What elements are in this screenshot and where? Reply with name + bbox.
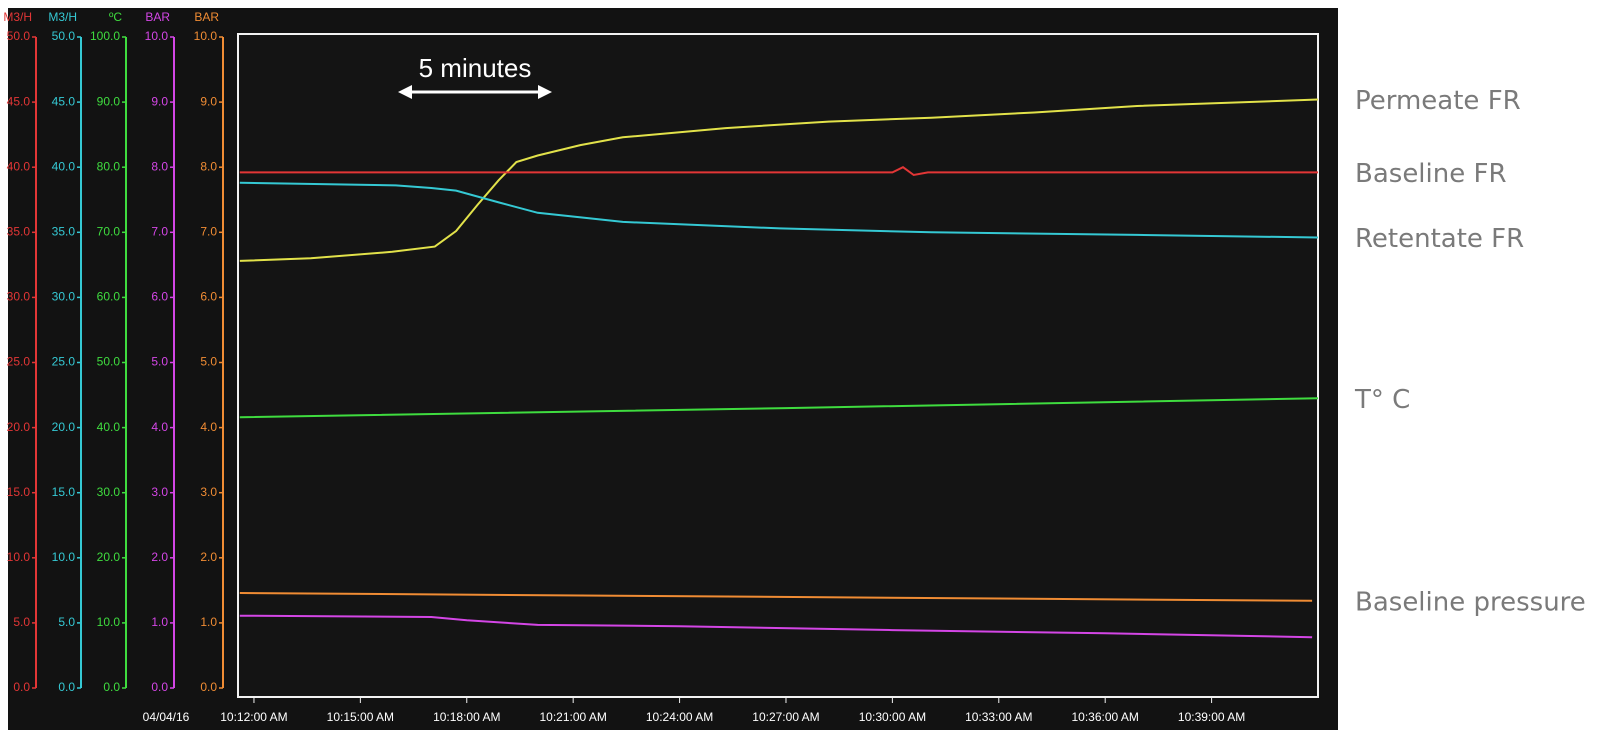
y-tick-label: 25.0: [52, 355, 76, 369]
y-tick-label: 0.0: [200, 680, 217, 694]
annotation: 5 minutes: [419, 53, 532, 83]
y-axis-unit: BAR: [145, 10, 170, 24]
y-tick-label: 25.0: [7, 355, 31, 369]
x-tick-label: 10:36:00 AM: [1071, 710, 1138, 724]
y-axis-unit: ºC: [109, 10, 122, 24]
y-tick-label: 8.0: [200, 159, 217, 173]
y-tick-label: 35.0: [52, 224, 76, 238]
chart: 04/04/16 5 minutes M3/H 0.0 5.0 10.0 15.0 20.…: [0, 0, 1623, 755]
y-tick-label: 3.0: [151, 485, 168, 499]
y-tick-label: 5.0: [151, 355, 168, 369]
y-tick-label: 50.0: [52, 29, 76, 43]
y-tick-label: 100.0: [90, 29, 120, 43]
x-tick-label: 10:24:00 AM: [646, 710, 713, 724]
y-tick-label: 0.0: [13, 680, 30, 694]
y-tick-label: 15.0: [52, 485, 76, 499]
y-axis-unit: M3/H: [3, 10, 32, 24]
series-name: Baseline FR: [1355, 159, 1507, 189]
y-tick-label: 9.0: [200, 94, 217, 108]
y-tick-label: 7.0: [151, 224, 168, 238]
y-tick-label: 30.0: [52, 290, 76, 304]
y-tick-label: 7.0: [200, 224, 217, 238]
date-label: 04/04/16: [143, 710, 190, 724]
series-name: Baseline pressure: [1355, 587, 1586, 617]
y-tick-label: 6.0: [200, 290, 217, 304]
y-tick-label: 40.0: [97, 420, 121, 434]
y-tick-label: 5.0: [200, 355, 217, 369]
y-tick-label: 0.0: [58, 680, 75, 694]
x-tick-label: 10:39:00 AM: [1178, 710, 1245, 724]
y-tick-label: 6.0: [151, 290, 168, 304]
x-tick-label: 10:15:00 AM: [327, 710, 394, 724]
y-axis-unit: BAR: [194, 10, 219, 24]
y-tick-label: 4.0: [151, 420, 168, 434]
y-tick-label: 3.0: [200, 485, 217, 499]
y-tick-label: 1.0: [200, 615, 217, 629]
y-tick-label: 10.0: [97, 615, 121, 629]
y-tick-label: 2.0: [151, 550, 168, 564]
y-tick-label: 10.0: [145, 29, 169, 43]
y-tick-label: 5.0: [13, 615, 30, 629]
y-tick-label: 10.0: [7, 550, 31, 564]
y-tick-label: 20.0: [7, 420, 31, 434]
series-name: Permeate FR: [1355, 86, 1521, 116]
y-tick-label: 80.0: [97, 159, 121, 173]
y-tick-label: 50.0: [97, 355, 121, 369]
y-tick-label: 20.0: [97, 550, 121, 564]
y-tick-label: 40.0: [7, 159, 31, 173]
y-tick-label: 90.0: [97, 94, 121, 108]
y-tick-label: 15.0: [7, 485, 31, 499]
y-tick-label: 45.0: [52, 94, 76, 108]
y-tick-label: 4.0: [200, 420, 217, 434]
y-tick-label: 5.0: [58, 615, 75, 629]
series-name: Retentate FR: [1355, 224, 1524, 254]
series-name: T° C: [1354, 385, 1410, 415]
x-tick-label: 10:18:00 AM: [433, 710, 500, 724]
y-tick-label: 60.0: [97, 290, 121, 304]
y-tick-label: 70.0: [97, 224, 121, 238]
y-axis-unit: M3/H: [48, 10, 77, 24]
y-tick-label: 30.0: [97, 485, 121, 499]
y-tick-label: 10.0: [52, 550, 76, 564]
x-tick-label: 10:12:00 AM: [220, 710, 287, 724]
x-tick-label: 10:27:00 AM: [752, 710, 819, 724]
y-tick-label: 40.0: [52, 159, 76, 173]
y-tick-label: 35.0: [7, 224, 31, 238]
y-tick-label: 50.0: [7, 29, 31, 43]
x-tick-label: 10:30:00 AM: [859, 710, 926, 724]
y-tick-label: 8.0: [151, 159, 168, 173]
y-tick-label: 2.0: [200, 550, 217, 564]
y-tick-label: 45.0: [7, 94, 31, 108]
y-tick-label: 20.0: [52, 420, 76, 434]
y-tick-label: 9.0: [151, 94, 168, 108]
x-tick-label: 10:21:00 AM: [539, 710, 606, 724]
x-tick-label: 10:33:00 AM: [965, 710, 1032, 724]
y-tick-label: 10.0: [194, 29, 218, 43]
y-tick-label: 30.0: [7, 290, 31, 304]
y-tick-label: 1.0: [151, 615, 168, 629]
y-tick-label: 0.0: [103, 680, 120, 694]
y-tick-label: 0.0: [151, 680, 168, 694]
